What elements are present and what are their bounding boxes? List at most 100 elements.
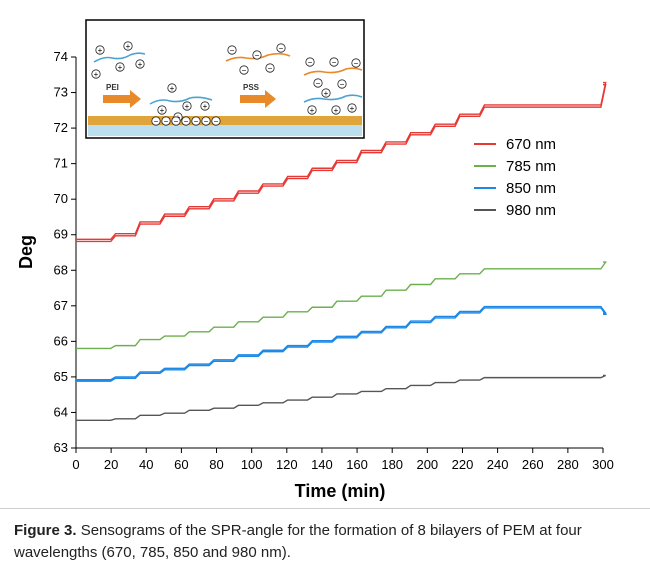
anion-icon bbox=[305, 57, 315, 67]
x-axis-ticks: 0 20 40 60 80 100 120 140 160 180 200 220 240 260 280 3… bbox=[72, 448, 614, 472]
cation-icon bbox=[157, 105, 167, 115]
ion-sign: − bbox=[279, 44, 284, 53]
caption-divider bbox=[0, 508, 650, 509]
cation-icon bbox=[347, 103, 357, 113]
anion-icon bbox=[329, 57, 339, 67]
x-tick-label: 180 bbox=[381, 457, 403, 472]
anion-icon bbox=[181, 116, 191, 126]
ion-sign: − bbox=[230, 46, 235, 55]
x-tick-label: 60 bbox=[174, 457, 188, 472]
x-tick-label: 20 bbox=[104, 457, 118, 472]
ion-sign: + bbox=[203, 102, 208, 111]
ion-sign: − bbox=[184, 117, 189, 126]
arrow-pei-label: PEI bbox=[106, 83, 119, 92]
cation-icon bbox=[95, 45, 105, 55]
x-tick-label: 220 bbox=[452, 457, 474, 472]
y-axis-ticks: 63 64 65 66 67 68 69 70 71 72 73 74 bbox=[54, 49, 76, 455]
x-tick-label: 40 bbox=[139, 457, 153, 472]
ion-sign: − bbox=[164, 117, 169, 126]
ion-sign: − bbox=[242, 66, 247, 75]
ion-sign: − bbox=[174, 117, 179, 126]
anion-icon bbox=[337, 79, 347, 89]
ion-sign: − bbox=[204, 117, 209, 126]
y-tick-label: 67 bbox=[54, 298, 68, 313]
anion-icon bbox=[171, 116, 181, 126]
anion-icon bbox=[265, 63, 275, 73]
pei-chain-free bbox=[93, 52, 146, 63]
anion-icon bbox=[201, 116, 211, 126]
series-line bbox=[76, 374, 606, 421]
anion-icon bbox=[151, 116, 161, 126]
series-line bbox=[76, 261, 607, 350]
legend-label: 850 nm bbox=[506, 180, 556, 197]
ion-sign: + bbox=[334, 106, 339, 115]
plot-frame bbox=[75, 57, 603, 449]
y-tick-label: 65 bbox=[54, 369, 68, 384]
cation-icon bbox=[321, 88, 331, 98]
ion-sign: − bbox=[316, 79, 321, 88]
arrow-pei-icon bbox=[103, 90, 141, 108]
y-tick-label: 66 bbox=[54, 333, 68, 348]
ion-sign: + bbox=[126, 42, 131, 51]
y-tick-label: 64 bbox=[54, 404, 68, 419]
ion-sign: + bbox=[350, 104, 355, 113]
pei-chain-adsorbed bbox=[149, 96, 213, 105]
anion-icon bbox=[276, 43, 286, 53]
x-tick-label: 140 bbox=[311, 457, 333, 472]
bilayer-pei-chain bbox=[303, 94, 363, 103]
x-tick-label: 260 bbox=[522, 457, 544, 472]
anion-icon bbox=[351, 58, 361, 68]
x-tick-label: 0 bbox=[72, 457, 79, 472]
ion-sign: + bbox=[98, 46, 103, 55]
y-axis-title: Deg bbox=[16, 235, 36, 269]
ion-sign: + bbox=[160, 106, 165, 115]
anion-icon bbox=[239, 65, 249, 75]
cation-icon bbox=[167, 83, 177, 93]
cation-icon bbox=[91, 69, 101, 79]
series-layer bbox=[76, 81, 608, 421]
series-line bbox=[76, 307, 608, 382]
ion-sign: − bbox=[354, 59, 359, 68]
cation-icon bbox=[182, 101, 192, 111]
ion-sign: + bbox=[324, 89, 329, 98]
legend-label: 785 nm bbox=[506, 158, 556, 175]
legend: 670 nm 785 nm 850 nm 980 nm bbox=[474, 136, 556, 219]
ion-sign: + bbox=[185, 102, 190, 111]
anion-icon bbox=[191, 116, 201, 126]
y-tick-label: 71 bbox=[54, 156, 68, 171]
x-tick-label: 300 bbox=[592, 457, 614, 472]
bilayer-pss-chain bbox=[303, 67, 363, 76]
anion-icon bbox=[161, 116, 171, 126]
ion-sign: − bbox=[308, 58, 313, 67]
y-tick-label: 69 bbox=[54, 227, 68, 242]
legend-label: 670 nm bbox=[506, 136, 556, 153]
x-tick-label: 80 bbox=[209, 457, 223, 472]
x-tick-label: 100 bbox=[241, 457, 263, 472]
ion-sign: + bbox=[310, 106, 315, 115]
caption-label: Figure 3. bbox=[14, 522, 77, 539]
cation-icon bbox=[200, 101, 210, 111]
anion-icon bbox=[211, 116, 221, 126]
ion-sign: + bbox=[94, 70, 99, 79]
x-axis-title: Time (min) bbox=[295, 481, 386, 501]
ion-sign: − bbox=[255, 51, 260, 60]
cation-icon bbox=[331, 105, 341, 115]
ion-sign: − bbox=[194, 117, 199, 126]
ion-sign: − bbox=[332, 58, 337, 67]
figure-caption: Figure 3. Sensograms of the SPR-angle fo… bbox=[14, 520, 642, 564]
ion-sign: − bbox=[214, 117, 219, 126]
x-tick-label: 200 bbox=[416, 457, 438, 472]
y-tick-label: 68 bbox=[54, 262, 68, 277]
ion-sign: − bbox=[268, 64, 273, 73]
cation-icon bbox=[123, 41, 133, 51]
x-tick-label: 120 bbox=[276, 457, 298, 472]
ion-sign: + bbox=[170, 84, 175, 93]
y-tick-label: 70 bbox=[54, 191, 68, 206]
y-tick-label: 73 bbox=[54, 85, 68, 100]
legend-label: 980 nm bbox=[506, 202, 556, 219]
ion-sign: − bbox=[340, 80, 345, 89]
y-tick-label: 72 bbox=[54, 120, 68, 135]
anion-icon bbox=[313, 78, 323, 88]
y-tick-label: 63 bbox=[54, 440, 68, 455]
cation-icon bbox=[115, 62, 125, 72]
